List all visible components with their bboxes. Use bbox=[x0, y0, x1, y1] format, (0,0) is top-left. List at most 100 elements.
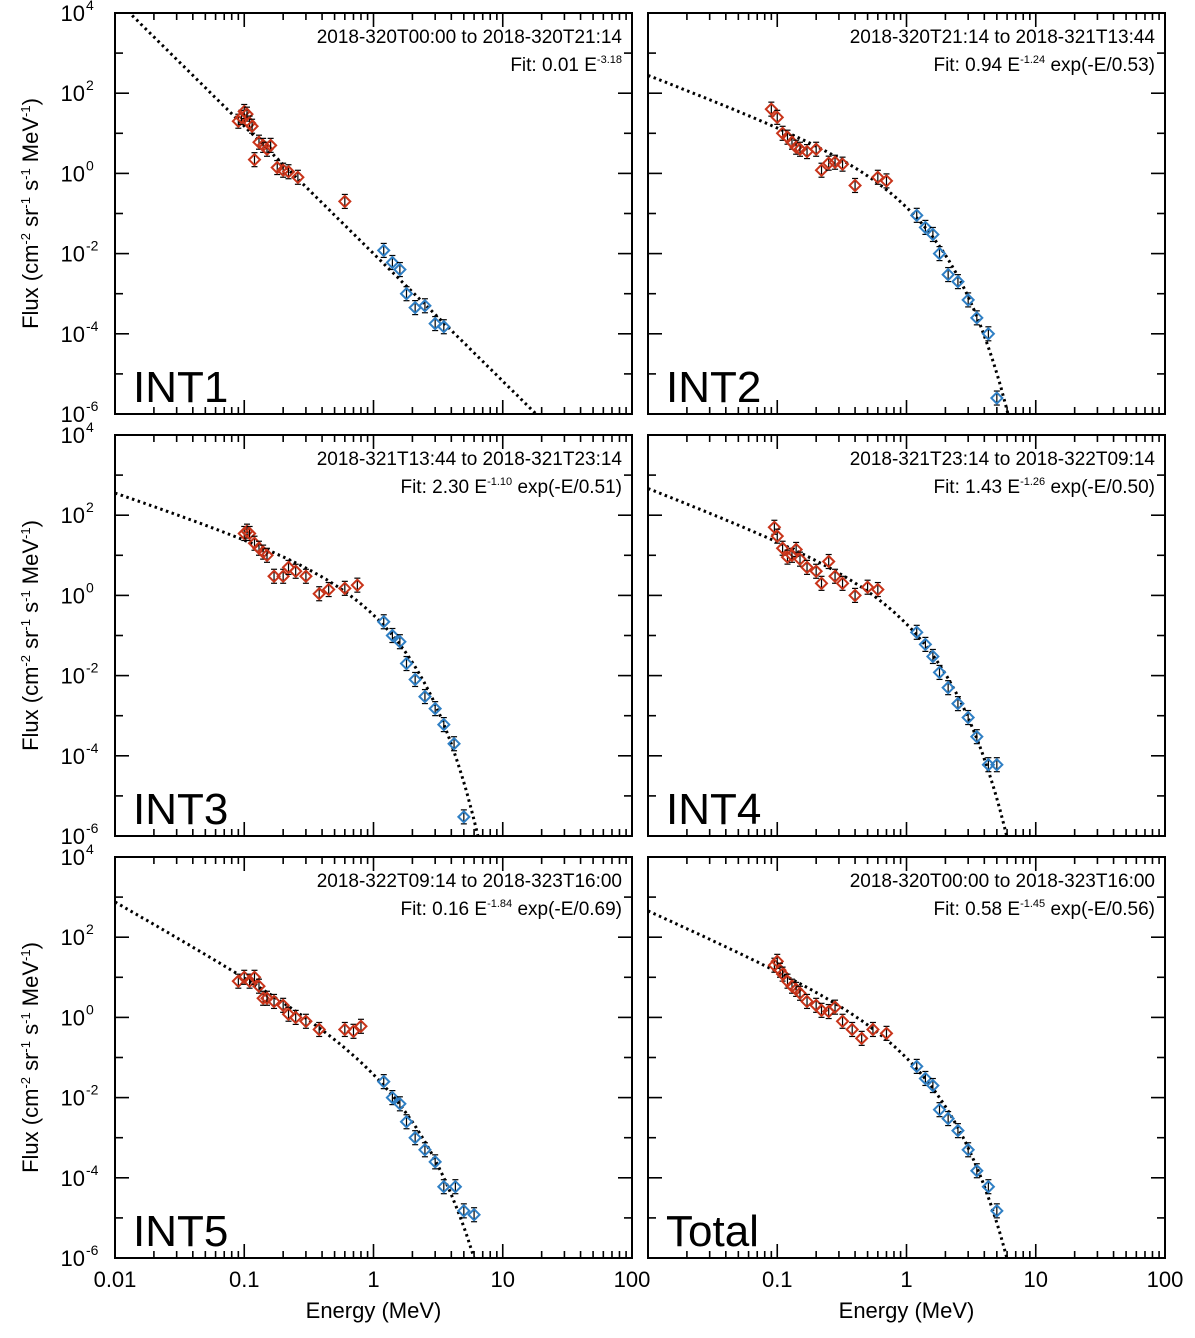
low-energy-point bbox=[337, 193, 352, 210]
low-energy-diamond bbox=[789, 542, 804, 557]
y-tick-base: 10 bbox=[61, 81, 85, 106]
low-energy-point bbox=[354, 1018, 368, 1034]
high-energy-point bbox=[961, 292, 976, 308]
low-energy-diamond bbox=[870, 170, 885, 185]
low-energy-diamond bbox=[337, 1022, 352, 1037]
low-energy-diamond bbox=[337, 581, 352, 596]
plot-frame bbox=[647, 434, 1166, 837]
high-energy-diamond bbox=[399, 286, 414, 301]
low-energy-diamond bbox=[281, 1007, 296, 1022]
high-energy-point bbox=[385, 254, 400, 271]
high-energy-diamond bbox=[456, 809, 471, 824]
low-energy-point bbox=[245, 118, 260, 134]
y-tick-label: 10 bbox=[61, 242, 85, 267]
plot-frame bbox=[114, 434, 633, 837]
low-energy-point bbox=[267, 993, 281, 1010]
high-energy-point bbox=[418, 298, 432, 314]
low-energy-point bbox=[870, 169, 885, 185]
high-energy-diamond bbox=[385, 628, 400, 643]
high-energy-point bbox=[467, 1207, 481, 1223]
low-energy-point bbox=[267, 568, 281, 584]
high-energy-diamond bbox=[448, 1179, 463, 1194]
high-energy-diamond bbox=[969, 729, 984, 744]
low-energy-diamond bbox=[237, 970, 252, 985]
high-energy-point bbox=[392, 634, 407, 650]
high-energy-point bbox=[376, 242, 391, 259]
low-energy-diamond bbox=[281, 560, 296, 575]
y-tick-base: 10 bbox=[61, 845, 85, 870]
y-tick-exponent: -2 bbox=[86, 660, 99, 676]
low-energy-point bbox=[350, 577, 365, 593]
y-tick-exponent: -6 bbox=[86, 398, 99, 414]
fit-label: Fit: 0.16 E-1.84 exp(-E/0.69) bbox=[400, 898, 622, 920]
y-tick-base: 10 bbox=[61, 744, 85, 769]
high-energy-diamond bbox=[918, 220, 933, 235]
high-energy-point bbox=[436, 319, 451, 335]
low-energy-point bbox=[276, 997, 291, 1013]
y-tick-exponent: -6 bbox=[86, 1242, 99, 1258]
low-energy-point bbox=[770, 528, 785, 544]
fit-suffix: exp(-E/0.53) bbox=[1045, 55, 1155, 76]
y-tick-base: 10 bbox=[61, 161, 85, 186]
low-energy-point bbox=[800, 559, 814, 575]
low-energy-point bbox=[821, 553, 836, 570]
low-energy-diamond bbox=[814, 163, 829, 178]
high-energy-point bbox=[932, 664, 947, 681]
high-energy-diamond bbox=[941, 680, 956, 695]
y-label-sup: -1 bbox=[18, 168, 33, 180]
x-tick-label: 100 bbox=[1147, 1267, 1184, 1292]
low-energy-point bbox=[828, 999, 842, 1015]
y-label-sup: -1 bbox=[18, 619, 33, 631]
low-energy-point bbox=[290, 169, 305, 185]
low-energy-diamond bbox=[346, 1024, 361, 1039]
y-label-sup: -2 bbox=[18, 655, 33, 667]
panel-total: 2018-320T00:00 to 2018-323T16:00 Fit: 0.5… bbox=[647, 856, 1184, 1323]
low-energy-diamond bbox=[821, 156, 836, 171]
low-energy-diamond bbox=[845, 1022, 860, 1037]
high-energy-diamond bbox=[951, 1123, 965, 1138]
high-energy-point bbox=[951, 274, 965, 290]
low-energy-diamond bbox=[870, 582, 885, 597]
high-energy-diamond bbox=[989, 391, 1004, 405]
fit-prefix: Fit: 0.94 E bbox=[933, 55, 1020, 76]
y-tick-label: 10 bbox=[61, 1086, 85, 1111]
fit-label: Fit: 0.94 E-1.24 exp(-E/0.53) bbox=[933, 54, 1155, 76]
low-energy-point bbox=[821, 155, 836, 171]
low-energy-point bbox=[260, 990, 274, 1006]
fit-label: Fit: 1.43 E-1.26 exp(-E/0.50) bbox=[933, 476, 1155, 498]
high-energy-diamond bbox=[925, 227, 940, 242]
high-energy-diamond bbox=[969, 310, 984, 325]
panel-label: INT4 bbox=[666, 785, 761, 834]
y-label-sup: -1 bbox=[18, 527, 33, 539]
low-energy-point bbox=[299, 568, 313, 584]
y-label-part: s bbox=[18, 1024, 43, 1041]
y-label-part: Flux (cm bbox=[18, 667, 43, 751]
low-energy-diamond bbox=[866, 1022, 880, 1037]
low-energy-point bbox=[312, 586, 327, 602]
low-energy-diamond bbox=[260, 548, 274, 563]
fit-suffix: exp(-E/0.56) bbox=[1045, 899, 1155, 920]
high-energy-diamond bbox=[932, 1102, 947, 1117]
plot-frame bbox=[114, 856, 633, 1259]
y-tick-exponent: 0 bbox=[86, 579, 94, 595]
fit-exponent: -1.26 bbox=[1020, 476, 1045, 488]
high-energy-diamond bbox=[376, 243, 391, 258]
low-energy-point bbox=[281, 1006, 296, 1022]
high-energy-point bbox=[969, 1163, 984, 1179]
low-energy-point bbox=[281, 559, 296, 575]
high-energy-point bbox=[989, 757, 1004, 773]
low-energy-diamond bbox=[299, 1014, 313, 1029]
low-energy-diamond bbox=[245, 119, 260, 134]
y-tick-base: 10 bbox=[61, 925, 85, 950]
low-energy-point bbox=[299, 1013, 313, 1029]
x-tick-label: 0.1 bbox=[229, 1267, 260, 1292]
panel-int4: 2018-321T23:14 to 2018-322T09:14 Fit: 1.4… bbox=[647, 434, 1166, 837]
high-energy-point bbox=[408, 300, 423, 316]
high-energy-point bbox=[961, 709, 976, 726]
high-energy-diamond bbox=[969, 1163, 984, 1178]
fit-prefix: Fit: 2.30 E bbox=[400, 477, 487, 498]
fit-label: Fit: 0.58 E-1.45 exp(-E/0.56) bbox=[933, 898, 1155, 920]
high-energy-diamond bbox=[392, 634, 407, 649]
high-energy-point bbox=[909, 624, 924, 640]
fit-curve bbox=[648, 73, 1010, 414]
